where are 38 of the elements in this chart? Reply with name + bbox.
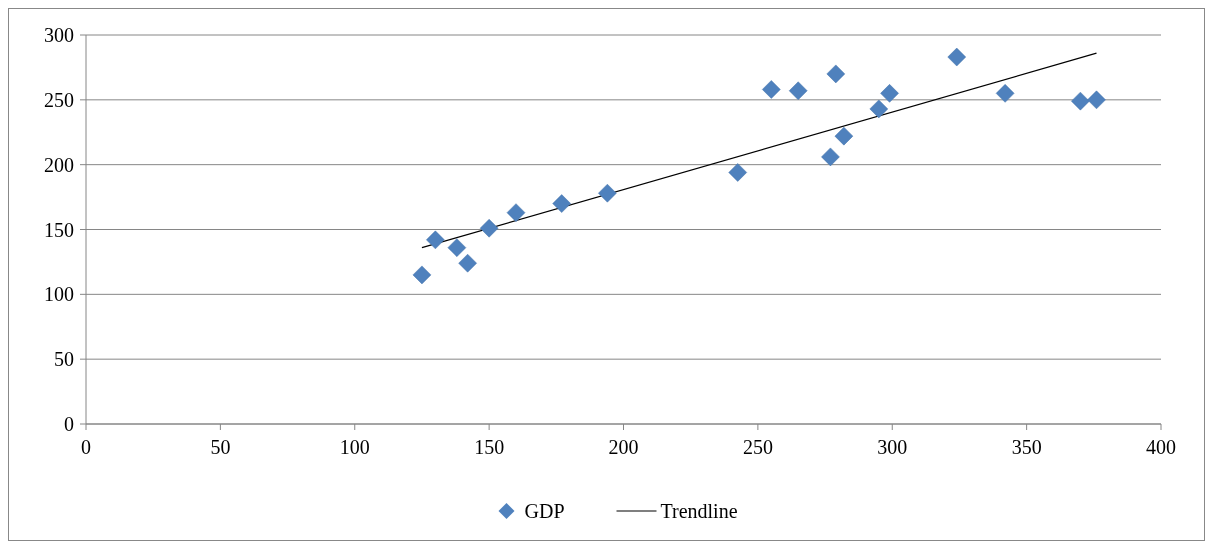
y-tick-label: 0 <box>64 413 74 435</box>
point <box>788 81 808 101</box>
x-tick-label: 300 <box>877 436 908 458</box>
point <box>552 194 571 213</box>
point <box>821 147 840 167</box>
y-tick-label: 150 <box>44 218 74 241</box>
x-tick-label: 150 <box>474 436 505 458</box>
y-tick-label: 200 <box>44 153 74 176</box>
point <box>762 80 781 99</box>
point <box>947 47 966 67</box>
point <box>458 253 477 273</box>
y-tick-label: 50 <box>54 348 74 371</box>
point <box>426 230 445 250</box>
point <box>869 99 889 119</box>
y-tick-label: 100 <box>44 283 74 306</box>
x-tick-label: 50 <box>210 436 231 458</box>
point <box>1071 91 1090 111</box>
x-tick-label: 350 <box>1011 436 1042 458</box>
point <box>479 218 499 238</box>
x-tick-label: 400 <box>1146 436 1176 458</box>
point <box>834 126 854 146</box>
point <box>506 203 526 222</box>
point <box>880 84 899 103</box>
y-tick-label: 250 <box>44 88 74 111</box>
point <box>995 84 1015 103</box>
x-tick-label: 0 <box>81 436 91 458</box>
x-tick-label: 100 <box>339 436 370 458</box>
x-tick-label: 200 <box>608 436 639 458</box>
point <box>447 238 467 257</box>
point <box>412 265 432 285</box>
x-tick-label: 250 <box>742 436 773 458</box>
point <box>598 183 617 203</box>
point <box>1087 90 1106 110</box>
y-tick-label: 300 <box>44 24 74 46</box>
point <box>826 64 846 84</box>
point <box>728 163 747 182</box>
legend-label: GDP <box>524 500 565 522</box>
legend-label: Trendline <box>660 500 738 522</box>
